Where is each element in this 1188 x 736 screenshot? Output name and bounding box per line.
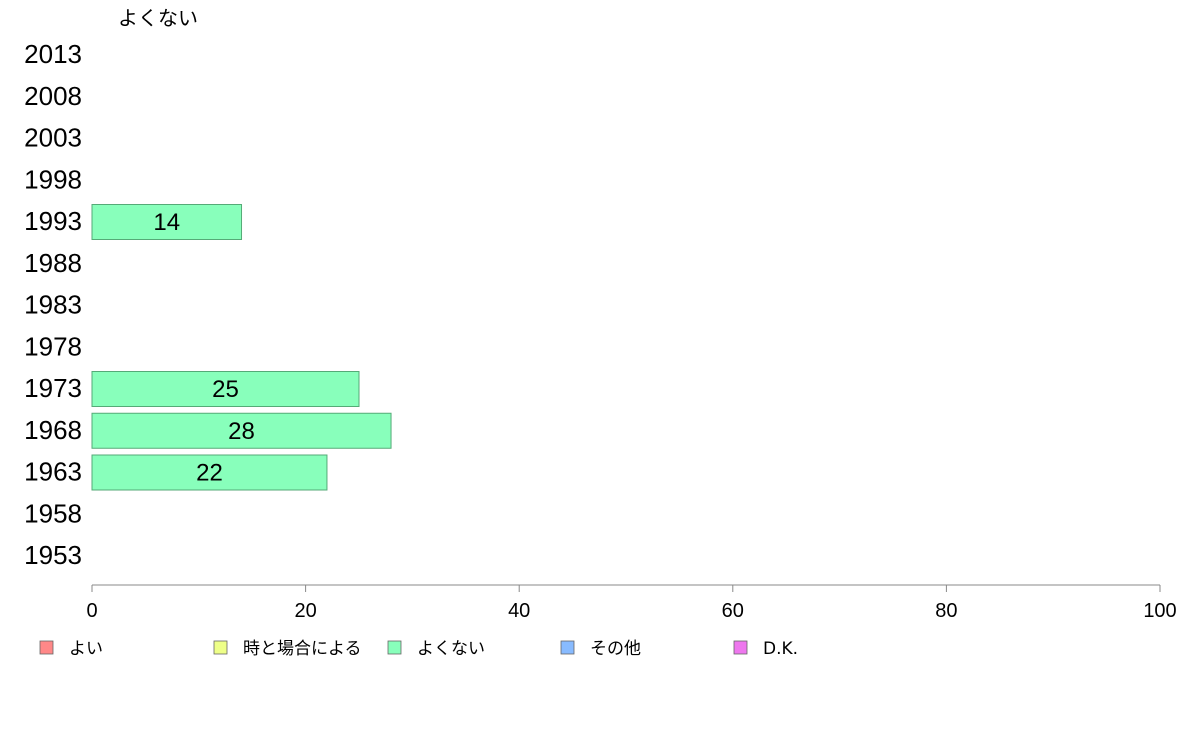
- legend-swatch: [39, 640, 54, 655]
- category-label: 2003: [24, 123, 82, 153]
- data-label: 14: [153, 209, 180, 236]
- legend-swatch: [560, 640, 575, 655]
- bar: [91, 204, 243, 240]
- category-label: 1973: [24, 373, 82, 403]
- x-tick-label: 80: [935, 600, 957, 622]
- legend-label: よい: [69, 639, 103, 659]
- bar: [91, 412, 392, 449]
- category-label: 1993: [24, 206, 82, 236]
- legend-label: 時と場合による: [243, 639, 362, 659]
- category-labels: 2013 2008 2003 1998 1993 1988 1983 1978 1973 1968…: [24, 39, 82, 570]
- data-label: 28: [228, 418, 255, 445]
- data-label: 22: [196, 460, 223, 487]
- bar: [91, 371, 360, 407]
- category-label: 1988: [24, 248, 82, 278]
- legend-swatch: [387, 640, 402, 655]
- legend: よい 時と場合による よくない その他 D.K.: [39, 639, 798, 659]
- x-axis: 0 20 40 60 80 100: [86, 584, 1177, 622]
- category-label: 2013: [24, 39, 82, 69]
- bars: [91, 204, 392, 491]
- category-label: 2008: [24, 81, 82, 111]
- x-tick-label: 100: [1143, 600, 1176, 622]
- category-label: 1953: [24, 540, 82, 570]
- legend-swatch: [213, 640, 228, 655]
- legend-label: その他: [590, 639, 641, 659]
- x-tick-label: 60: [722, 600, 744, 622]
- legend-label: よくない: [417, 639, 485, 659]
- x-tick-label: 20: [294, 600, 316, 622]
- data-label: 25: [212, 376, 239, 403]
- category-label: 1998: [24, 164, 82, 194]
- legend-swatch: [733, 640, 748, 655]
- category-label: 1978: [24, 331, 82, 361]
- legend-label: D.K.: [763, 639, 798, 659]
- x-tick-label: 0: [86, 600, 97, 622]
- x-tick-label: 40: [508, 600, 530, 622]
- category-label: 1963: [24, 457, 82, 487]
- bar: [91, 454, 328, 491]
- category-label: 1958: [24, 498, 82, 528]
- chart-title: よくない: [118, 6, 198, 30]
- category-label: 1983: [24, 290, 82, 320]
- category-label: 1968: [24, 415, 82, 445]
